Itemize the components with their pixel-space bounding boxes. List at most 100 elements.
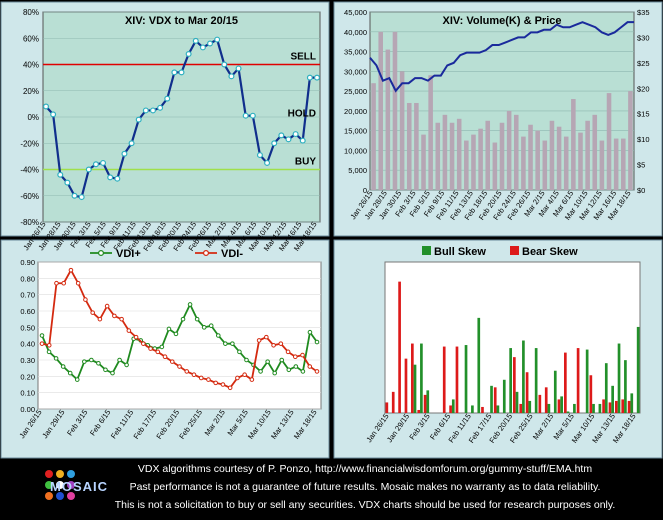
vdi-plus-data-point (314, 339, 320, 345)
vdi-minus-data-point (198, 375, 204, 381)
vdx-data-point (121, 150, 128, 157)
bear-skew-bar (455, 346, 459, 413)
vdx-ytick-label: 60% (23, 34, 39, 43)
price-ytick-label: $35 (637, 8, 650, 17)
vdx-data-point (214, 36, 221, 43)
volume-bar (399, 71, 405, 190)
vdx-annotation-buy: BUY (295, 157, 316, 168)
vdi-minus-data-point (292, 354, 298, 360)
volume-ytick-label: 30,000 (344, 67, 367, 76)
volume-bar (528, 124, 533, 190)
vdi-plus-data-point (60, 364, 66, 369)
volume-bar (585, 120, 590, 190)
vdi-minus-data-point (61, 280, 67, 286)
bull-skew-bar (534, 348, 538, 413)
vdi-plus-data-point (279, 357, 285, 363)
bear-skew-bar (589, 375, 593, 413)
vdi-minus-data-point (148, 346, 153, 351)
vdi-minus-data-point (104, 303, 110, 309)
bull-skew-bar (547, 403, 551, 413)
bull-skew-bar (553, 370, 557, 413)
bear-skew-bar (391, 391, 395, 413)
price-series-line (369, 21, 634, 93)
volume-bar (599, 140, 605, 190)
vdx-data-point (100, 159, 107, 166)
vdx-annotation-hold: HOLD (288, 108, 316, 119)
vdx-ytick-label: 0% (27, 113, 39, 122)
vdi-plus-data-point (307, 329, 313, 335)
bull-skew-bar (598, 403, 602, 413)
vdx-data-point (178, 69, 185, 76)
volume-bar (421, 134, 426, 190)
volume-bar (414, 102, 419, 190)
vdi-plus-data-point (103, 367, 108, 373)
vdx-data-point (157, 104, 164, 111)
bull-skew-bar (592, 403, 595, 413)
vdx-ytick-label: 80% (23, 8, 39, 17)
bull-skew-bar (528, 400, 532, 413)
bear-skew-bar (481, 406, 484, 413)
volume-bar (592, 114, 598, 190)
price-ytick-label: $10 (637, 135, 650, 144)
bull-skew-bar (451, 399, 455, 413)
bull-skew-bar (624, 360, 627, 413)
vdi-plus-data-point (272, 370, 277, 376)
volume-bar (521, 136, 526, 190)
bull-skew-bar (464, 345, 468, 413)
volume-ytick-label: 20,000 (344, 107, 367, 116)
bear-skew-bar (627, 400, 631, 413)
volume-bar (464, 140, 469, 190)
bull-skew-bar (420, 343, 423, 413)
vdi-minus-data-point (256, 338, 262, 343)
vdx-data-point (42, 103, 49, 110)
vdi-minus-data-point (90, 310, 95, 315)
volume-bar (563, 136, 569, 190)
price-ytick-label: $30 (637, 33, 650, 42)
bull-skew-bar (617, 343, 621, 413)
bull-skew-bar (471, 405, 474, 413)
vdx-data-point (114, 175, 121, 182)
volume-ytick-label: 0 (363, 186, 367, 195)
price-ytick-label: $5 (637, 161, 645, 170)
volume-bar (492, 142, 498, 190)
vdi-ytick-label: 0.20 (20, 372, 35, 381)
volume-ytick-label: 15,000 (344, 127, 367, 136)
volume-bar (471, 134, 476, 190)
footer-disclaimer-line: Past performance is not a guarantee of f… (129, 481, 601, 493)
vdi-plot-area (37, 261, 322, 410)
vdx-data-point (271, 140, 278, 147)
bull-skew-legend-label: Bull Skew (434, 246, 486, 258)
vdx-ytick-label: -80% (20, 218, 39, 227)
bull-skew-bar (509, 348, 512, 413)
vdx-data-point (185, 50, 192, 57)
vdx-data-point (235, 65, 242, 72)
vdi-minus-data-point (191, 372, 197, 378)
vdx-data-point (278, 132, 285, 139)
vdx-data-point (299, 137, 306, 144)
volume-bar (613, 138, 619, 190)
bull-skew-bar (426, 390, 430, 413)
bull-skew-bar (573, 403, 576, 413)
volume-bar (406, 102, 412, 190)
vdx-data-point (149, 107, 156, 114)
vdx-data-point (50, 111, 57, 118)
bear-skew-bar (557, 399, 561, 413)
bull-skew-legend-swatch (422, 246, 431, 255)
vdi-minus-data-point (184, 369, 190, 374)
vdx-ytick-label: -60% (20, 192, 39, 201)
footer: VDX algorithms courtesy of P. Ponzo, htt… (0, 460, 663, 520)
vdx-data-point (142, 107, 149, 114)
vdi-ytick-label: 0.90 (20, 258, 35, 267)
vdx-ytick-label: -20% (20, 139, 39, 148)
volume-bar (571, 99, 576, 190)
vdi-ytick-label: 0.30 (20, 356, 35, 365)
vdx-data-point (242, 112, 249, 119)
vdi-minus-data-point (155, 349, 161, 355)
price-ytick-label: $25 (637, 59, 650, 68)
vdi-minus-data-point (169, 359, 175, 364)
vdx-data-point (306, 74, 313, 81)
volume-bar (506, 110, 512, 190)
vdi-ytick-label: 0.00 (20, 405, 35, 414)
bear-skew-bar (519, 403, 523, 413)
volume-bar (485, 120, 491, 190)
